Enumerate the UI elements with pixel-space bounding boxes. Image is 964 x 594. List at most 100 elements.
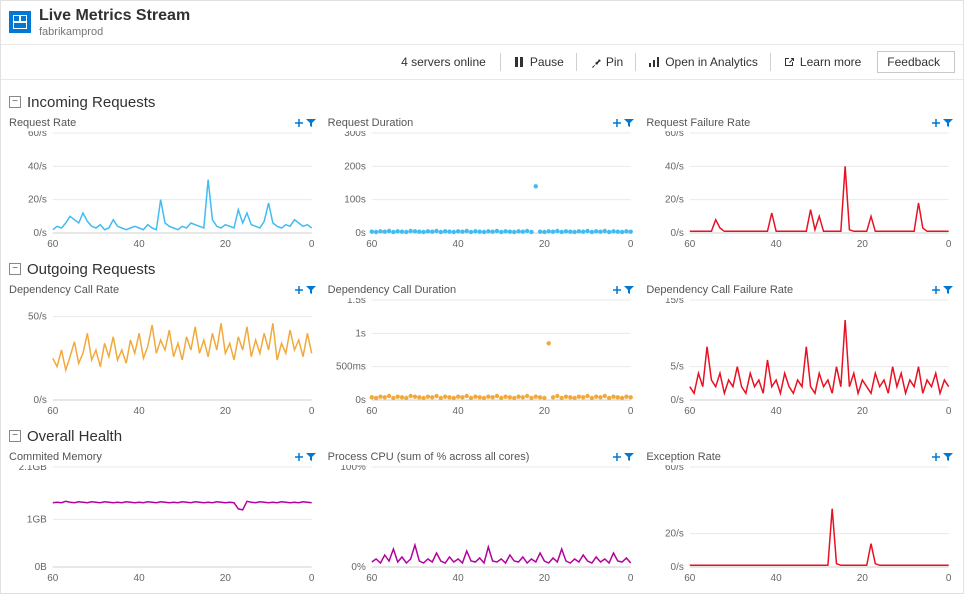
external-link-icon: [783, 56, 795, 68]
chart-title: Exception Rate: [646, 451, 721, 463]
chart-actions[interactable]: [931, 118, 953, 128]
learn-more-button[interactable]: Learn more: [775, 53, 869, 71]
svg-text:100s: 100s: [344, 194, 366, 205]
svg-text:40: 40: [452, 239, 464, 250]
chart-title: Dependency Call Duration: [328, 284, 456, 296]
svg-text:15/s: 15/s: [665, 298, 684, 306]
collapse-toggle[interactable]: −: [9, 96, 21, 108]
svg-text:0: 0: [309, 406, 315, 417]
toolbar-separator: [500, 53, 501, 71]
filter-icon: [943, 452, 953, 462]
panel-request-rate: Request Rate0/s20/s40/s60/s6040200: [9, 115, 318, 251]
live-metrics-icon: [9, 11, 31, 33]
add-icon: [294, 452, 304, 462]
svg-text:20: 20: [539, 573, 551, 584]
chart-body: 0s500ms1s1.5s6040200: [328, 298, 637, 418]
add-icon: [294, 118, 304, 128]
svg-text:2.1GB: 2.1GB: [19, 465, 48, 473]
svg-text:60: 60: [47, 573, 59, 584]
panel-request-failure: Request Failure Rate0/s20/s40/s60/s60402…: [646, 115, 955, 251]
svg-text:20: 20: [539, 406, 551, 417]
chart-actions[interactable]: [931, 285, 953, 295]
filter-icon: [624, 118, 634, 128]
svg-text:0/s: 0/s: [34, 395, 47, 406]
chart-body: 0/s20/s40/s60/s6040200: [9, 131, 318, 251]
pause-icon: [513, 56, 525, 68]
svg-text:0/s: 0/s: [671, 395, 684, 406]
chart-body: 0/s50/s6040200: [9, 298, 318, 418]
collapse-toggle[interactable]: −: [9, 430, 21, 442]
svg-text:60: 60: [685, 573, 697, 584]
svg-text:40/s: 40/s: [28, 161, 47, 172]
resource-name: fabrikamprod: [39, 26, 190, 38]
chart-body: 0/s20/s60/s6040200: [646, 465, 955, 585]
section-header-incoming: − Incoming Requests: [9, 94, 955, 111]
chart-actions[interactable]: [931, 452, 953, 462]
svg-text:60: 60: [685, 406, 697, 417]
chart-title: Dependency Call Rate: [9, 284, 119, 296]
pause-label: Pause: [530, 55, 564, 69]
chart-title: Dependency Call Failure Rate: [646, 284, 793, 296]
feedback-button[interactable]: Feedback: [877, 51, 955, 73]
svg-text:0s: 0s: [355, 228, 366, 239]
chart-actions[interactable]: [294, 118, 316, 128]
svg-text:20: 20: [857, 406, 869, 417]
filter-icon: [943, 285, 953, 295]
chart-title: Request Failure Rate: [646, 117, 750, 129]
filter-icon: [306, 118, 316, 128]
svg-text:40/s: 40/s: [665, 161, 684, 172]
svg-text:20/s: 20/s: [665, 194, 684, 205]
svg-text:5/s: 5/s: [671, 361, 684, 372]
svg-text:0: 0: [628, 406, 634, 417]
chart-actions[interactable]: [612, 118, 634, 128]
svg-text:0: 0: [946, 573, 952, 584]
svg-text:20: 20: [857, 239, 869, 250]
title-bar: Live Metrics Stream fabrikamprod: [1, 1, 963, 45]
analytics-icon: [648, 56, 660, 68]
filter-icon: [306, 285, 316, 295]
pin-icon: [589, 56, 601, 68]
chart-actions[interactable]: [612, 452, 634, 462]
chart-body: 0s100s200s300s6040200: [328, 131, 637, 251]
panel-dependency-duration: Dependency Call Duration0s500ms1s1.5s604…: [328, 282, 637, 418]
svg-text:0B: 0B: [35, 562, 48, 573]
svg-text:40: 40: [771, 406, 783, 417]
svg-text:0/s: 0/s: [671, 562, 684, 573]
pin-button[interactable]: Pin: [581, 53, 631, 71]
outgoing-grid: Dependency Call Rate 0/s 50/s 60 40 20 0 Depen…: [9, 282, 955, 418]
add-icon: [931, 452, 941, 462]
svg-text:60/s: 60/s: [665, 465, 684, 473]
svg-text:0: 0: [628, 239, 634, 250]
pause-button[interactable]: Pause: [505, 53, 572, 71]
toolbar-separator: [635, 53, 636, 71]
svg-text:50/s: 50/s: [28, 311, 47, 322]
chart-body: 0/s5/s15/s6040200: [646, 298, 955, 418]
collapse-toggle[interactable]: −: [9, 263, 21, 275]
open-in-analytics-button[interactable]: Open in Analytics: [640, 53, 766, 71]
analytics-label: Open in Analytics: [665, 55, 758, 69]
svg-text:0: 0: [946, 239, 952, 250]
chart-actions[interactable]: [612, 285, 634, 295]
chart-actions[interactable]: [294, 285, 316, 295]
filter-icon: [306, 452, 316, 462]
svg-text:20/s: 20/s: [665, 528, 684, 539]
toolbar-separator: [770, 53, 771, 71]
svg-text:60: 60: [366, 573, 378, 584]
svg-text:20: 20: [539, 239, 551, 250]
svg-text:0/s: 0/s: [34, 228, 47, 239]
svg-text:0: 0: [628, 573, 634, 584]
svg-text:60: 60: [47, 239, 59, 250]
svg-text:20: 20: [220, 239, 232, 250]
svg-text:60/s: 60/s: [665, 131, 684, 139]
chart-actions[interactable]: [294, 452, 316, 462]
svg-text:60: 60: [47, 406, 59, 417]
pin-label: Pin: [606, 55, 623, 69]
chart-body: 0B1GB2.1GB6040200: [9, 465, 318, 585]
section-header-health: − Overall Health: [9, 428, 955, 445]
content: − Incoming Requests Request Rate 0/s 20/s 4…: [1, 80, 963, 593]
svg-text:20: 20: [220, 573, 232, 584]
svg-text:0s: 0s: [355, 395, 366, 406]
chart-title: Request Rate: [9, 117, 76, 129]
toolbar-separator: [576, 53, 577, 71]
panel-dependency-rate: Dependency Call Rate0/s50/s6040200: [9, 282, 318, 418]
